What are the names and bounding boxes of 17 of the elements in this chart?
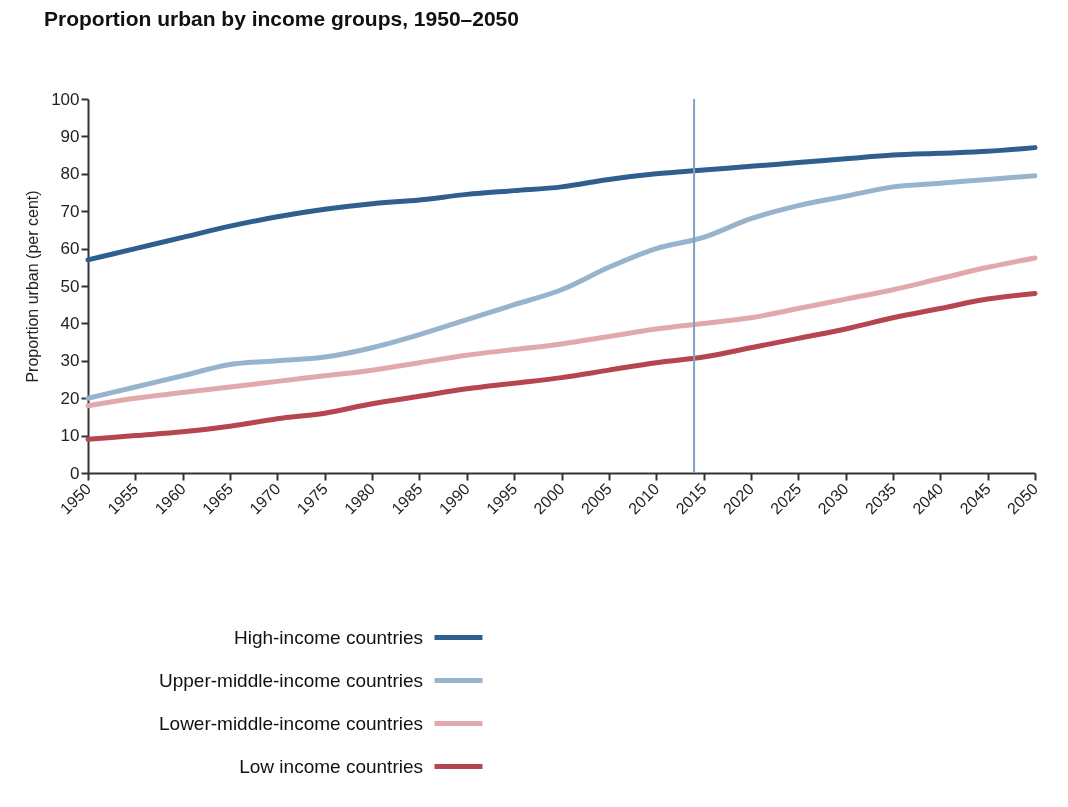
legend-label: Upper-middle-income countries: [159, 669, 423, 691]
legend-label: High-income countries: [233, 626, 423, 648]
y-tick-label: 10: [60, 426, 80, 446]
y-tick-label: 50: [60, 276, 80, 296]
y-tick-label: 80: [60, 164, 80, 184]
y-tick-label: 20: [60, 388, 80, 408]
y-tick-label: 70: [60, 201, 80, 221]
legend-label: Low income countries: [239, 755, 423, 777]
legend-label: Lower-middle-income countries: [159, 712, 423, 734]
y-tick-label: 0: [70, 463, 80, 483]
y-tick-label: 40: [60, 313, 80, 333]
y-tick-label: 30: [60, 351, 80, 371]
y-axis-title: Proportion urban (per cent): [24, 190, 42, 383]
y-tick-label: 60: [60, 239, 80, 259]
chart-title: Proportion urban by income groups, 1950–2050: [44, 7, 519, 30]
y-tick-label: 100: [51, 89, 80, 109]
y-tick-label: 90: [60, 126, 80, 146]
